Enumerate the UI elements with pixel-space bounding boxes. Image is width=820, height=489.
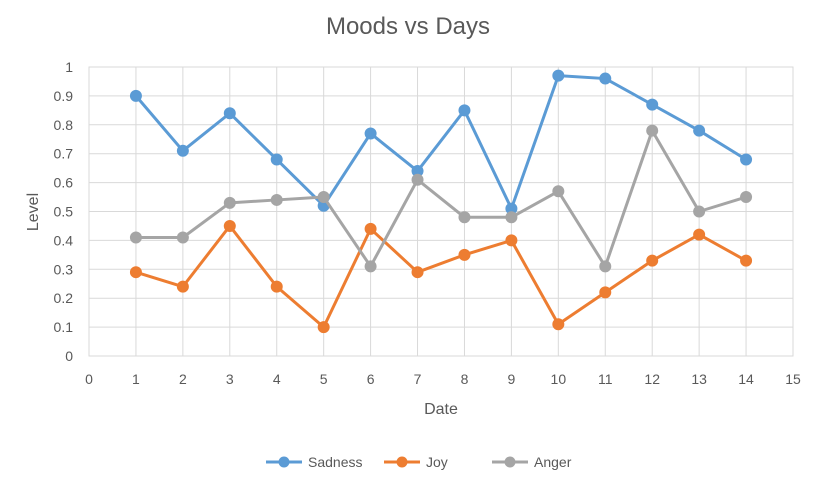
legend-marker-anger — [504, 456, 516, 468]
data-point-joy — [223, 219, 236, 232]
x-tick-label: 15 — [785, 371, 801, 387]
data-point-sadness — [646, 98, 659, 111]
series-line-sadness — [134, 74, 747, 211]
data-point-sadness — [740, 153, 753, 166]
data-point-joy — [646, 254, 659, 267]
data-point-sadness — [223, 107, 236, 120]
x-tick-label: 12 — [644, 371, 660, 387]
y-tick-label: 0.5 — [54, 204, 74, 220]
x-tick-label: 4 — [273, 371, 281, 387]
x-tick-label: 14 — [738, 371, 754, 387]
legend-marker-joy — [396, 456, 408, 468]
y-tick-label: 0.2 — [54, 290, 74, 306]
y-tick-label: 0.6 — [54, 175, 74, 191]
data-point-sadness — [129, 89, 142, 102]
x-tick-label: 13 — [691, 371, 707, 387]
y-axis-title: Level — [25, 193, 42, 231]
series-line-anger — [135, 129, 747, 268]
chart-title: Moods vs Days — [326, 13, 490, 40]
x-tick-label: 10 — [551, 371, 567, 387]
x-axis-title: Date — [424, 401, 458, 418]
legend-label-sadness: Sadness — [308, 454, 362, 470]
data-point-anger — [223, 196, 236, 209]
y-tick-label: 0 — [65, 348, 73, 364]
y-tick-label: 0.4 — [54, 232, 74, 248]
data-point-sadness — [458, 104, 471, 117]
x-tick-label: 9 — [508, 371, 516, 387]
data-point-joy — [599, 286, 612, 299]
series-layer — [129, 69, 753, 334]
data-point-sadness — [364, 127, 377, 140]
legend-marker-sadness — [278, 456, 290, 468]
y-axis-ticks: 0 0.1 0.2 0.3 0.4 0.5 0.6 0.7 0.8 0.9 1 — [54, 59, 74, 364]
y-tick-label: 0.3 — [54, 261, 74, 277]
plot-area — [88, 66, 794, 357]
y-tick-label: 0.9 — [54, 88, 74, 104]
x-tick-label: 2 — [179, 371, 187, 387]
data-point-joy — [411, 266, 424, 279]
x-tick-label: 11 — [598, 371, 613, 387]
legend-label-anger: Anger — [534, 454, 572, 470]
x-tick-label: 6 — [367, 371, 375, 387]
data-point-anger — [505, 211, 518, 224]
data-point-anger — [646, 124, 659, 137]
data-point-anger — [129, 231, 142, 244]
data-point-joy — [176, 280, 189, 293]
y-tick-label: 0.7 — [54, 146, 74, 162]
x-axis-ticks: 0 1 2 3 4 5 6 7 8 9 10 11 12 13 14 15 — [85, 371, 801, 387]
data-point-joy — [693, 228, 706, 241]
legend-item-anger: Anger — [492, 454, 572, 470]
data-point-anger — [693, 205, 706, 218]
y-tick-label: 0.8 — [54, 117, 74, 133]
data-point-anger — [458, 211, 471, 224]
data-point-anger — [317, 191, 330, 204]
data-point-joy — [270, 280, 283, 293]
x-tick-label: 3 — [226, 371, 234, 387]
legend-label-joy: Joy — [426, 454, 448, 470]
data-point-anger — [411, 173, 424, 186]
data-point-joy — [458, 248, 471, 261]
x-tick-label: 0 — [85, 371, 93, 387]
data-point-anger — [270, 193, 283, 206]
data-point-sadness — [552, 69, 565, 82]
series-sadness — [129, 69, 753, 215]
data-point-sadness — [599, 72, 612, 85]
y-tick-label: 0.1 — [54, 319, 74, 335]
data-point-joy — [505, 234, 518, 247]
legend-item-joy: Joy — [384, 454, 448, 470]
x-tick-label: 5 — [320, 371, 328, 387]
series-joy — [129, 219, 753, 334]
x-tick-label: 8 — [461, 371, 469, 387]
data-point-sadness — [693, 124, 706, 137]
data-point-sadness — [176, 144, 189, 157]
data-point-joy — [740, 254, 753, 267]
series-line-joy — [135, 224, 747, 329]
x-tick-label: 1 — [132, 371, 140, 387]
series-anger — [129, 124, 753, 273]
data-point-joy — [364, 222, 377, 235]
data-point-anger — [176, 231, 189, 244]
gridlines — [88, 66, 794, 357]
legend-item-sadness: Sadness — [266, 454, 362, 470]
y-tick-label: 1 — [65, 59, 73, 75]
data-point-joy — [317, 321, 330, 334]
data-point-sadness — [270, 153, 283, 166]
data-point-joy — [129, 266, 142, 279]
data-point-anger — [740, 191, 753, 204]
data-point-joy — [552, 318, 565, 331]
legend: Sadness Joy Anger — [266, 454, 572, 470]
x-tick-label: 7 — [414, 371, 422, 387]
data-point-anger — [599, 260, 612, 273]
data-point-anger — [552, 185, 565, 198]
data-point-anger — [364, 260, 377, 273]
